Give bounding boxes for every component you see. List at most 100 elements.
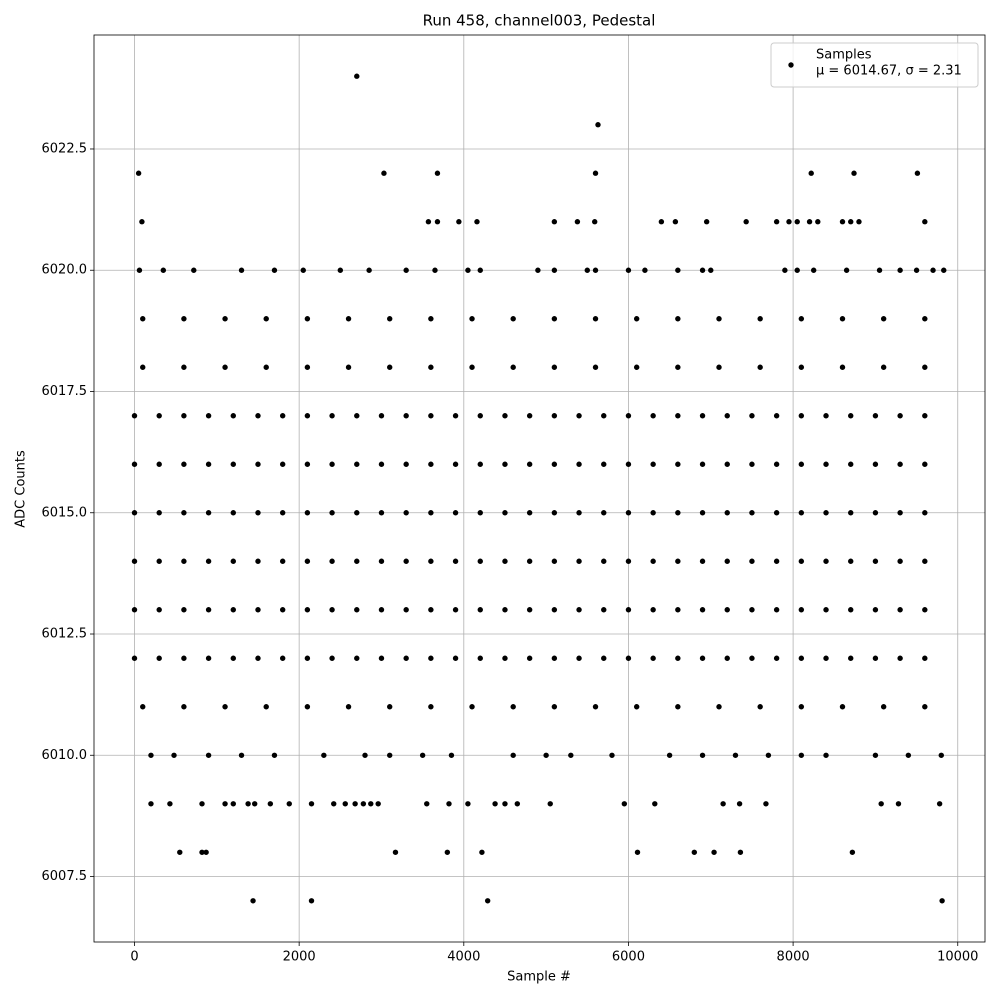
point — [502, 607, 508, 613]
point — [378, 607, 385, 613]
point — [675, 704, 681, 710]
point — [601, 607, 607, 613]
point — [424, 801, 430, 807]
point — [160, 267, 167, 273]
point — [230, 607, 236, 613]
point — [329, 413, 335, 419]
point — [135, 170, 142, 176]
point — [794, 219, 800, 225]
point — [205, 607, 212, 613]
point — [851, 170, 857, 176]
point — [510, 316, 516, 322]
point — [922, 461, 928, 467]
point — [798, 413, 805, 419]
x-tick-label: 2000 — [283, 950, 316, 965]
point — [650, 607, 656, 613]
point — [823, 413, 829, 419]
point — [568, 752, 574, 758]
point — [378, 510, 385, 516]
point — [848, 655, 854, 661]
point — [428, 316, 434, 322]
point — [798, 752, 805, 758]
point — [156, 461, 162, 467]
point — [375, 801, 381, 807]
point — [434, 219, 441, 225]
point — [625, 558, 632, 564]
point — [308, 801, 315, 807]
point — [808, 170, 814, 176]
point — [650, 413, 656, 419]
point — [914, 170, 921, 176]
point — [279, 607, 286, 613]
point — [329, 510, 335, 516]
point — [477, 510, 483, 516]
point — [633, 704, 640, 710]
point — [823, 558, 829, 564]
point — [331, 801, 337, 807]
point — [181, 316, 187, 322]
point — [872, 607, 879, 613]
point — [551, 510, 558, 516]
point — [823, 752, 829, 758]
point — [148, 801, 154, 807]
point — [167, 801, 173, 807]
point — [434, 170, 441, 176]
point — [749, 655, 755, 661]
point — [428, 558, 434, 564]
point — [938, 752, 944, 758]
point — [205, 461, 212, 467]
point — [625, 510, 632, 516]
point — [732, 752, 739, 758]
point — [848, 607, 854, 613]
point — [576, 510, 582, 516]
point — [601, 413, 607, 419]
point — [699, 607, 706, 613]
point — [526, 461, 533, 467]
point — [724, 413, 730, 419]
point — [230, 413, 236, 419]
point — [148, 752, 154, 758]
point — [922, 413, 928, 419]
point — [551, 704, 558, 710]
point — [798, 558, 805, 564]
point — [366, 267, 372, 273]
point — [878, 801, 884, 807]
point — [839, 364, 846, 370]
point — [474, 219, 480, 225]
point — [650, 558, 656, 564]
legend-box — [770, 42, 979, 88]
point — [872, 558, 879, 564]
point — [222, 316, 228, 322]
point — [823, 510, 829, 516]
point — [699, 655, 706, 661]
point — [191, 267, 197, 273]
point — [452, 413, 459, 419]
point — [848, 413, 854, 419]
point — [625, 413, 632, 419]
point — [279, 461, 286, 467]
point — [897, 510, 903, 516]
point — [156, 655, 162, 661]
point — [601, 558, 607, 564]
point — [304, 413, 311, 419]
point — [205, 413, 212, 419]
point — [203, 849, 209, 855]
point — [329, 607, 335, 613]
point — [131, 413, 138, 419]
point — [708, 267, 714, 273]
point — [354, 558, 360, 564]
point — [222, 801, 228, 807]
point — [477, 267, 483, 273]
point — [354, 461, 360, 467]
point — [922, 316, 928, 322]
point — [839, 316, 846, 322]
point — [773, 219, 780, 225]
point — [609, 752, 615, 758]
point — [392, 849, 399, 855]
point — [354, 655, 360, 661]
point — [279, 655, 286, 661]
point — [591, 219, 598, 225]
point — [897, 558, 903, 564]
point — [672, 219, 679, 225]
point — [897, 655, 903, 661]
